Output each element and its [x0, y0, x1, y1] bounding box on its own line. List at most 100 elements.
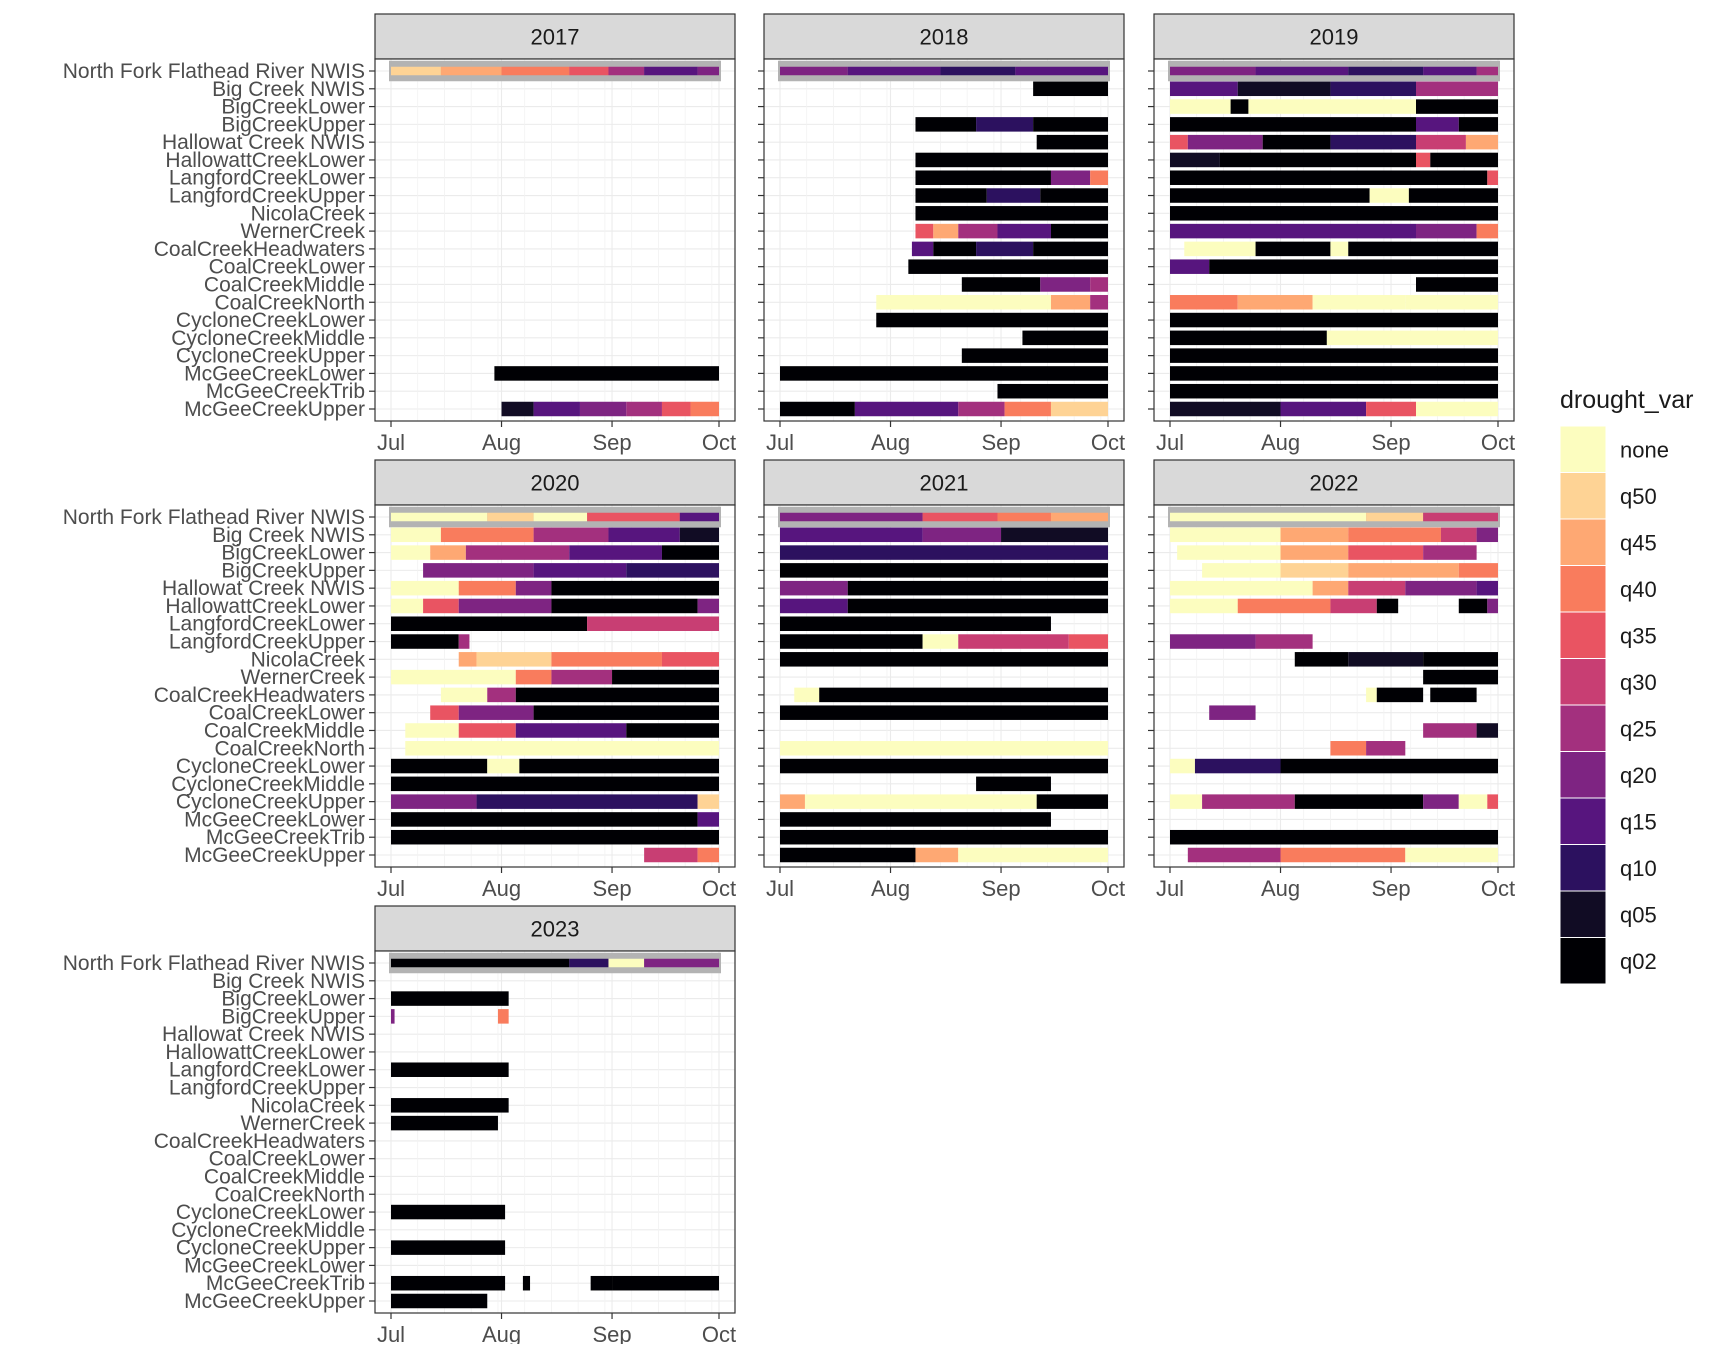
x-axis-tick-label: Oct [702, 430, 736, 455]
x-axis-tick-label: Aug [871, 876, 910, 901]
heat-tile [1170, 366, 1498, 381]
x-axis-tick-label: Jul [1156, 430, 1184, 455]
heat-tile [997, 223, 1051, 239]
heat-tile [1170, 170, 1416, 185]
heat-tile [915, 152, 1108, 168]
heat-tile [780, 66, 848, 76]
heat-tile [1170, 117, 1416, 132]
y-axis-tick-label: BigCreekUpper [221, 1005, 365, 1028]
heat-tile [1465, 134, 1498, 150]
heat-tile [847, 66, 941, 76]
heat-tile [497, 1009, 509, 1024]
heat-tile [1202, 794, 1295, 809]
heat-tile [1219, 152, 1416, 168]
heat-tile [1408, 188, 1498, 203]
heat-tile [933, 223, 959, 239]
heat-tile [391, 1204, 506, 1220]
y-axis-tick-label: CycloneCreekMiddle [171, 1219, 365, 1242]
y-axis-tick-label: McGeeCreekTrib [206, 826, 365, 849]
heat-tile [1430, 152, 1498, 168]
heat-tile [423, 563, 534, 578]
heat-tile [1423, 723, 1477, 738]
heat-tile [405, 741, 719, 756]
heat-tile [569, 545, 662, 560]
heat-tile [1170, 134, 1188, 150]
legend-key [1559, 751, 1607, 799]
heat-tile [1187, 134, 1263, 150]
heat-tile [458, 652, 477, 667]
heat-tile [515, 580, 552, 596]
heat-tile [515, 723, 627, 738]
y-axis-tick-label: CoalCreekHeadwaters [154, 1130, 365, 1153]
y-axis-tick-label: LangfordCreekUpper [169, 1077, 365, 1100]
y-axis-tick-label: NicolaCreek [251, 1094, 366, 1117]
heat-tile [1416, 81, 1498, 97]
y-axis-tick-label: CoalCreekMiddle [204, 273, 365, 296]
heat-tile [1348, 241, 1416, 257]
heat-tile [391, 66, 441, 76]
heat-tile [1068, 634, 1108, 649]
y-axis-tick-label: North Fork Flathead River NWIS [63, 952, 365, 975]
y-axis-tick-label: LangfordCreekLower [169, 167, 365, 190]
legend-title: drought_var [1560, 386, 1693, 414]
heat-tile [1170, 66, 1256, 76]
heat-tile [1237, 81, 1331, 97]
legend-label: q02 [1620, 949, 1657, 974]
y-axis-tick-label: BigCreekUpper [221, 559, 365, 582]
heat-tile [697, 847, 719, 863]
heat-tile [391, 1009, 395, 1024]
heat-tile [487, 687, 516, 703]
heat-tile [780, 847, 916, 863]
legend-key [1559, 472, 1607, 520]
y-axis-tick-label: Big Creek NWIS [212, 970, 365, 993]
heat-tile [644, 66, 698, 76]
heat-tile [1366, 512, 1424, 522]
legend-label: q45 [1620, 530, 1657, 555]
heat-tile [961, 348, 1108, 363]
facet-strip [374, 13, 736, 60]
legend-key [1559, 658, 1607, 706]
x-axis-tick-label: Jul [377, 876, 405, 901]
heat-tile [1050, 295, 1091, 310]
heat-tile [847, 598, 1108, 614]
heat-tile [533, 512, 588, 522]
heat-tile [1416, 152, 1431, 168]
heat-tile [626, 401, 662, 417]
heat-tile [780, 563, 1108, 578]
heat-tile [1280, 527, 1349, 543]
heat-tile [1330, 598, 1377, 614]
heat-tile [1423, 794, 1459, 809]
facet-strip-label: 2022 [1310, 471, 1359, 496]
heat-tile [391, 669, 516, 685]
heat-tile [1170, 383, 1498, 399]
heat-tile [533, 563, 627, 578]
y-axis-tick-label: CoalCreekMiddle [204, 719, 365, 742]
heat-tile [1050, 170, 1091, 185]
heat-tile [551, 652, 662, 667]
y-axis-tick-label: BigCreekLower [221, 988, 365, 1011]
y-axis-tick-label: CoalCreekMiddle [204, 1165, 365, 1188]
facet-strip-label: 2021 [920, 471, 969, 496]
y-axis-tick-label: McGeeCreekLower [184, 362, 365, 385]
heat-tile [1040, 188, 1108, 203]
legend-label: none [1620, 437, 1669, 462]
y-axis-tick-label: LangfordCreekLower [169, 613, 365, 636]
heat-tile [1036, 794, 1108, 809]
heat-tile [1348, 545, 1424, 560]
heat-tile [986, 188, 1041, 203]
heat-tile [1423, 652, 1498, 667]
x-axis-tick-label: Oct [1481, 876, 1515, 901]
y-axis-tick-label: NicolaCreek [251, 202, 366, 225]
heat-tile [876, 312, 1108, 328]
x-axis-tick-label: Jul [1156, 876, 1184, 901]
heat-tile [440, 66, 502, 76]
heat-tile [391, 1275, 506, 1291]
heat-tile [1170, 188, 1370, 203]
heat-tile [1405, 295, 1498, 310]
y-axis-tick-label: HallowattCreekLower [165, 149, 365, 172]
x-axis-tick-label: Oct [1091, 876, 1125, 901]
heat-tile [476, 794, 698, 809]
heat-tile [958, 223, 998, 239]
heat-tile [391, 991, 509, 1006]
